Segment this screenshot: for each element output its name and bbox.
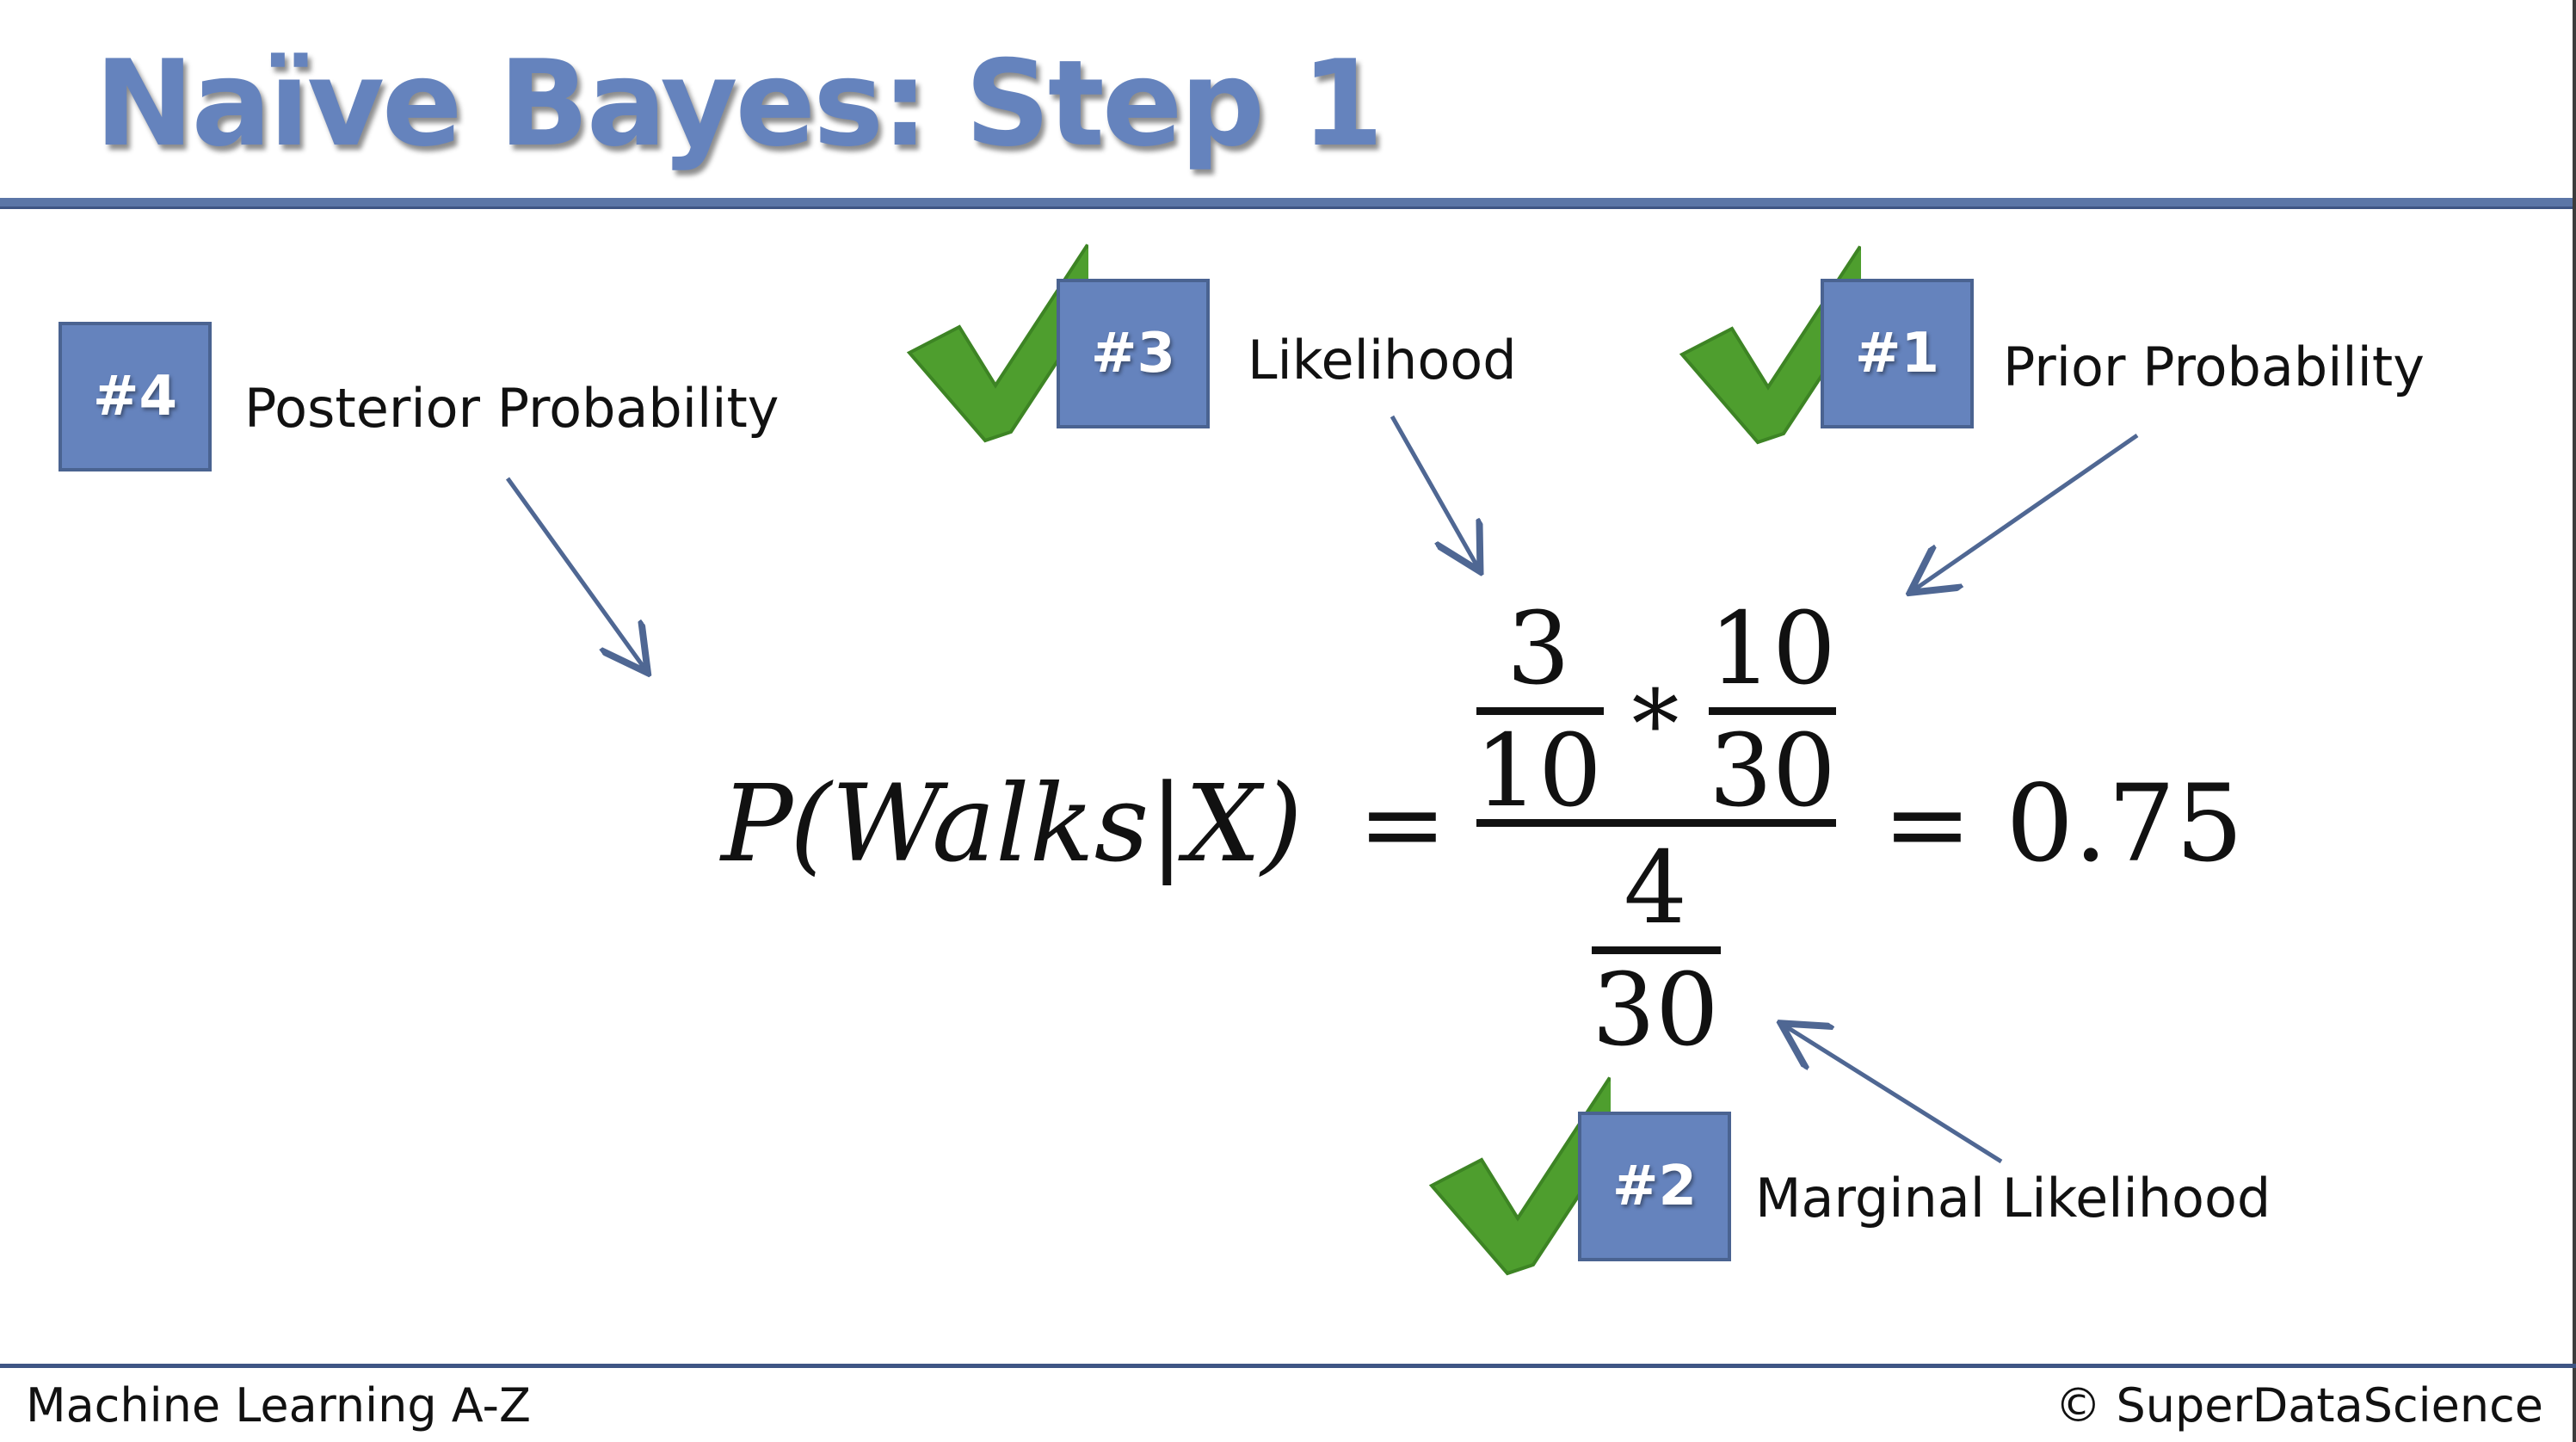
- footer-course-name: Machine Learning A-Z: [26, 1378, 531, 1433]
- formula-equals: =: [1358, 762, 1447, 886]
- marginal-numerator: 4: [1624, 830, 1687, 946]
- prior-denominator: 30: [1709, 713, 1836, 829]
- prior-numerator: 10: [1709, 591, 1836, 707]
- arrow-prior: [1914, 435, 2137, 590]
- formula-p: P: [719, 762, 795, 886]
- arrow-likelihood: [1392, 416, 1478, 568]
- marginal-denominator: 30: [1592, 952, 1719, 1069]
- likelihood-denominator: 10: [1475, 713, 1602, 829]
- main-fraction-bar: [1476, 819, 1836, 827]
- arrow-posterior: [508, 478, 645, 669]
- times-sign: *: [1632, 669, 1679, 780]
- formula-result: = 0.75: [1883, 762, 2243, 886]
- arrow-marginal: [1784, 1026, 2001, 1162]
- footer-divider: [0, 1364, 2576, 1368]
- formula-args: (Walks|X): [790, 762, 1303, 886]
- footer-copyright: © SuperDataScience: [2055, 1378, 2543, 1433]
- likelihood-numerator: 3: [1507, 591, 1570, 707]
